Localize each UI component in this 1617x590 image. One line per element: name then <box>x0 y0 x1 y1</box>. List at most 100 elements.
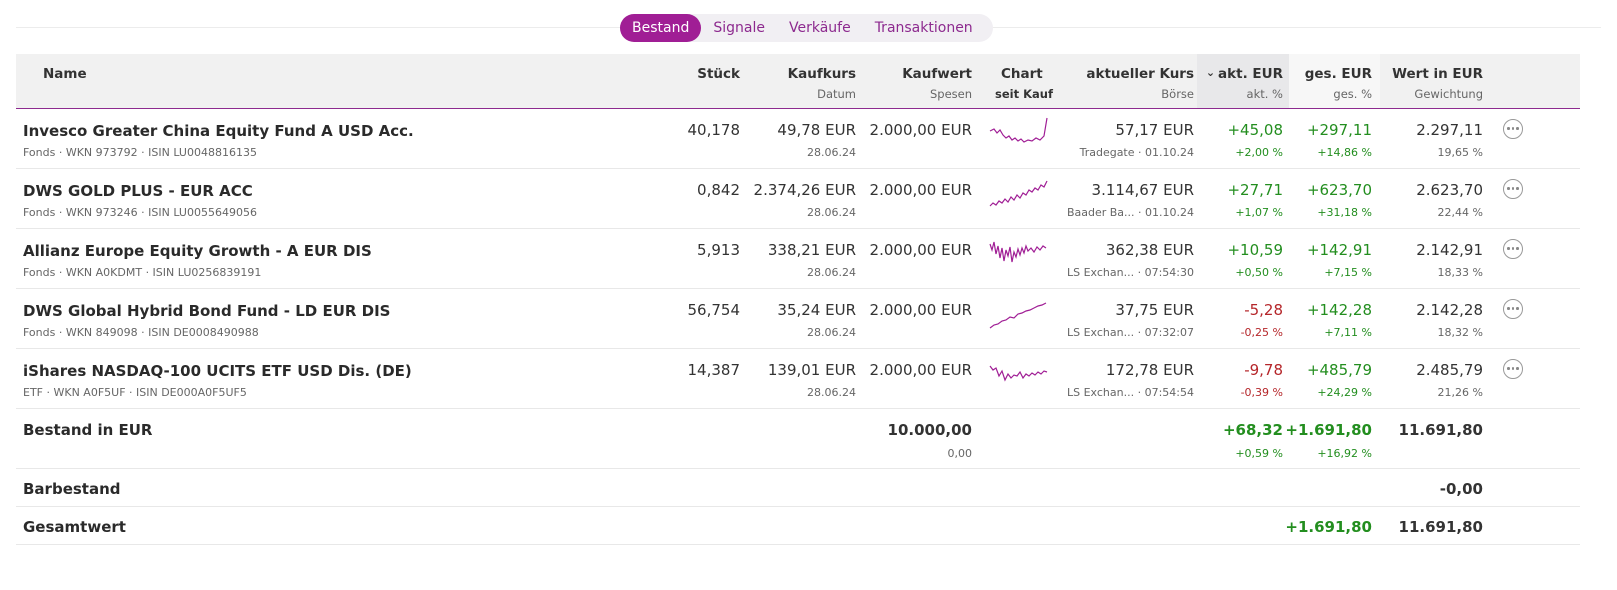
stueck-value: 5,913 <box>697 241 740 259</box>
table-row[interactable]: Allianz Europe Equity Growth - A EUR DIS… <box>16 229 1580 289</box>
sparkline-chart[interactable] <box>988 116 1050 152</box>
gewichtung-value: 19,65 % <box>1437 146 1483 159</box>
sparkline-path <box>989 365 1048 382</box>
summary-spesen: 0,00 <box>947 447 973 460</box>
sparkline-chart[interactable] <box>988 176 1050 212</box>
more-options-icon[interactable] <box>1503 299 1523 319</box>
instrument-details: Fonds · WKN 973246 · ISIN LU0055649056 <box>23 206 257 219</box>
stueck-value: 56,754 <box>687 301 741 319</box>
instrument-details: Fonds · WKN 849098 · ISIN DE0008490988 <box>23 326 259 339</box>
kaufdatum-value: 28.06.24 <box>807 146 856 159</box>
table-row[interactable]: iShares NASDAQ-100 UCITS ETF USD Dis. (D… <box>16 349 1580 409</box>
summary-bestand-row: Bestand in EUR 10.000,00 0,00 +68,32 +0,… <box>16 409 1580 469</box>
more-dot <box>1511 127 1514 130</box>
akt-eur-value: +27,71 <box>1227 181 1283 199</box>
gewichtung-value: 22,44 % <box>1437 206 1483 219</box>
kaufdatum-value: 28.06.24 <box>807 266 856 279</box>
summary-ges-eur: +1.691,80 <box>1285 421 1372 439</box>
gewichtung-value: 21,26 % <box>1437 386 1483 399</box>
summary-barbestand-label: Barbestand <box>23 480 121 498</box>
summary-wert: 11.691,80 <box>1398 421 1483 439</box>
akt-eur-value: -9,78 <box>1244 361 1283 379</box>
aktueller-kurs-value: 37,75 EUR <box>1115 301 1194 319</box>
kaufwert-value: 2.000,00 EUR <box>869 181 972 199</box>
summary-akt-pct: +0,59 % <box>1235 447 1283 460</box>
aktueller-kurs-value: 172,78 EUR <box>1105 361 1194 379</box>
header-datum[interactable]: Datum <box>817 87 856 101</box>
kaufkurs-value: 139,01 EUR <box>767 361 856 379</box>
table-row[interactable]: DWS Global Hybrid Bond Fund - LD EUR DIS… <box>16 289 1580 349</box>
sparkline-path <box>989 180 1048 207</box>
ges-pct-value: +31,18 % <box>1317 206 1372 219</box>
boerse-value: Tradegate · 01.10.24 <box>1079 146 1194 159</box>
more-dot <box>1507 187 1510 190</box>
header-name[interactable]: Name <box>43 66 87 82</box>
kaufdatum-value: 28.06.24 <box>807 326 856 339</box>
akt-pct-value: -0,39 % <box>1240 386 1283 399</box>
instrument-name[interactable]: Allianz Europe Equity Growth - A EUR DIS <box>23 242 372 260</box>
header-gewichtung[interactable]: Gewichtung <box>1414 87 1483 101</box>
ges-pct-value: +14,86 % <box>1317 146 1372 159</box>
stueck-value: 40,178 <box>687 121 741 139</box>
wert-value: 2.142,28 <box>1416 301 1483 319</box>
header-ges-eur[interactable]: ges. EUR <box>1304 66 1372 82</box>
ges-pct-value: +7,11 % <box>1324 326 1372 339</box>
sparkline-chart[interactable] <box>988 356 1050 392</box>
boerse-value: LS Exchan... · 07:54:54 <box>1067 386 1194 399</box>
header-ges-pct[interactable]: ges. % <box>1333 87 1372 101</box>
header-akt-eur[interactable]: ⌄ akt. EUR <box>1206 66 1283 82</box>
header-aktueller-kurs[interactable]: aktueller Kurs <box>1086 66 1194 82</box>
sorted-column-bg <box>1197 54 1289 108</box>
tab-bestand[interactable]: Bestand <box>620 14 702 42</box>
header-boerse[interactable]: Börse <box>1161 87 1194 101</box>
summary-kaufwert: 10.000,00 <box>887 421 972 439</box>
summary-barbestand-row: Barbestand -0,00 <box>16 469 1580 507</box>
instrument-name[interactable]: iShares NASDAQ-100 UCITS ETF USD Dis. (D… <box>23 362 412 380</box>
header-akt-pct[interactable]: akt. % <box>1246 87 1283 101</box>
tab-signale[interactable]: Signale <box>713 20 765 36</box>
sparkline-chart[interactable] <box>988 236 1050 272</box>
header-wert[interactable]: Wert in EUR <box>1392 66 1483 82</box>
more-options-icon[interactable] <box>1503 119 1523 139</box>
sparkline-path <box>989 302 1047 329</box>
header-stueck[interactable]: Stück <box>697 66 740 82</box>
akt-eur-value: +45,08 <box>1227 121 1283 139</box>
kaufdatum-value: 28.06.24 <box>807 386 856 399</box>
kaufwert-value: 2.000,00 EUR <box>869 301 972 319</box>
header-seit-kauf: seit Kauf <box>995 87 1053 101</box>
more-dot <box>1511 367 1514 370</box>
header-kaufkurs[interactable]: Kaufkurs <box>787 66 856 82</box>
more-dot <box>1507 367 1510 370</box>
header-spesen[interactable]: Spesen <box>929 87 972 101</box>
tab-transaktionen[interactable]: Transaktionen <box>874 20 973 36</box>
more-dot <box>1511 187 1514 190</box>
kaufwert-value: 2.000,00 EUR <box>869 121 972 139</box>
summary-gesamt-row: Gesamtwert +1.691,80 11.691,80 <box>16 507 1580 545</box>
chevron-down-icon: ⌄ <box>1205 66 1216 79</box>
more-options-icon[interactable] <box>1503 179 1523 199</box>
instrument-name[interactable]: Invesco Greater China Equity Fund A USD … <box>23 122 414 140</box>
more-dot <box>1516 127 1519 130</box>
wert-value: 2.485,79 <box>1416 361 1483 379</box>
ges-column-bg <box>1289 54 1380 108</box>
boerse-value: LS Exchan... · 07:32:07 <box>1067 326 1194 339</box>
more-dot <box>1511 307 1514 310</box>
table-row[interactable]: Invesco Greater China Equity Fund A USD … <box>16 109 1580 169</box>
ges-pct-value: +7,15 % <box>1324 266 1372 279</box>
tab-bar: Bestand Signale Verkäufe Transaktionen <box>620 14 993 42</box>
header-kaufwert[interactable]: Kaufwert <box>902 66 972 82</box>
tab-verkaeufe[interactable]: Verkäufe <box>788 20 851 36</box>
instrument-name[interactable]: DWS GOLD PLUS - EUR ACC <box>23 182 253 200</box>
wert-value: 2.297,11 <box>1416 121 1483 139</box>
stueck-value: 14,387 <box>687 361 741 379</box>
more-options-icon[interactable] <box>1503 359 1523 379</box>
sparkline-chart[interactable] <box>988 296 1050 332</box>
gewichtung-value: 18,33 % <box>1437 266 1483 279</box>
instrument-details: Fonds · WKN 973792 · ISIN LU0048816135 <box>23 146 257 159</box>
more-options-icon[interactable] <box>1503 239 1523 259</box>
portfolio-table: Name Stück Kaufkurs Datum Kaufwert Spese… <box>16 54 1580 545</box>
instrument-name[interactable]: DWS Global Hybrid Bond Fund - LD EUR DIS <box>23 302 391 320</box>
kaufkurs-value: 35,24 EUR <box>777 301 856 319</box>
akt-eur-value: +10,59 <box>1227 241 1283 259</box>
table-row[interactable]: DWS GOLD PLUS - EUR ACC Fonds · WKN 9732… <box>16 169 1580 229</box>
